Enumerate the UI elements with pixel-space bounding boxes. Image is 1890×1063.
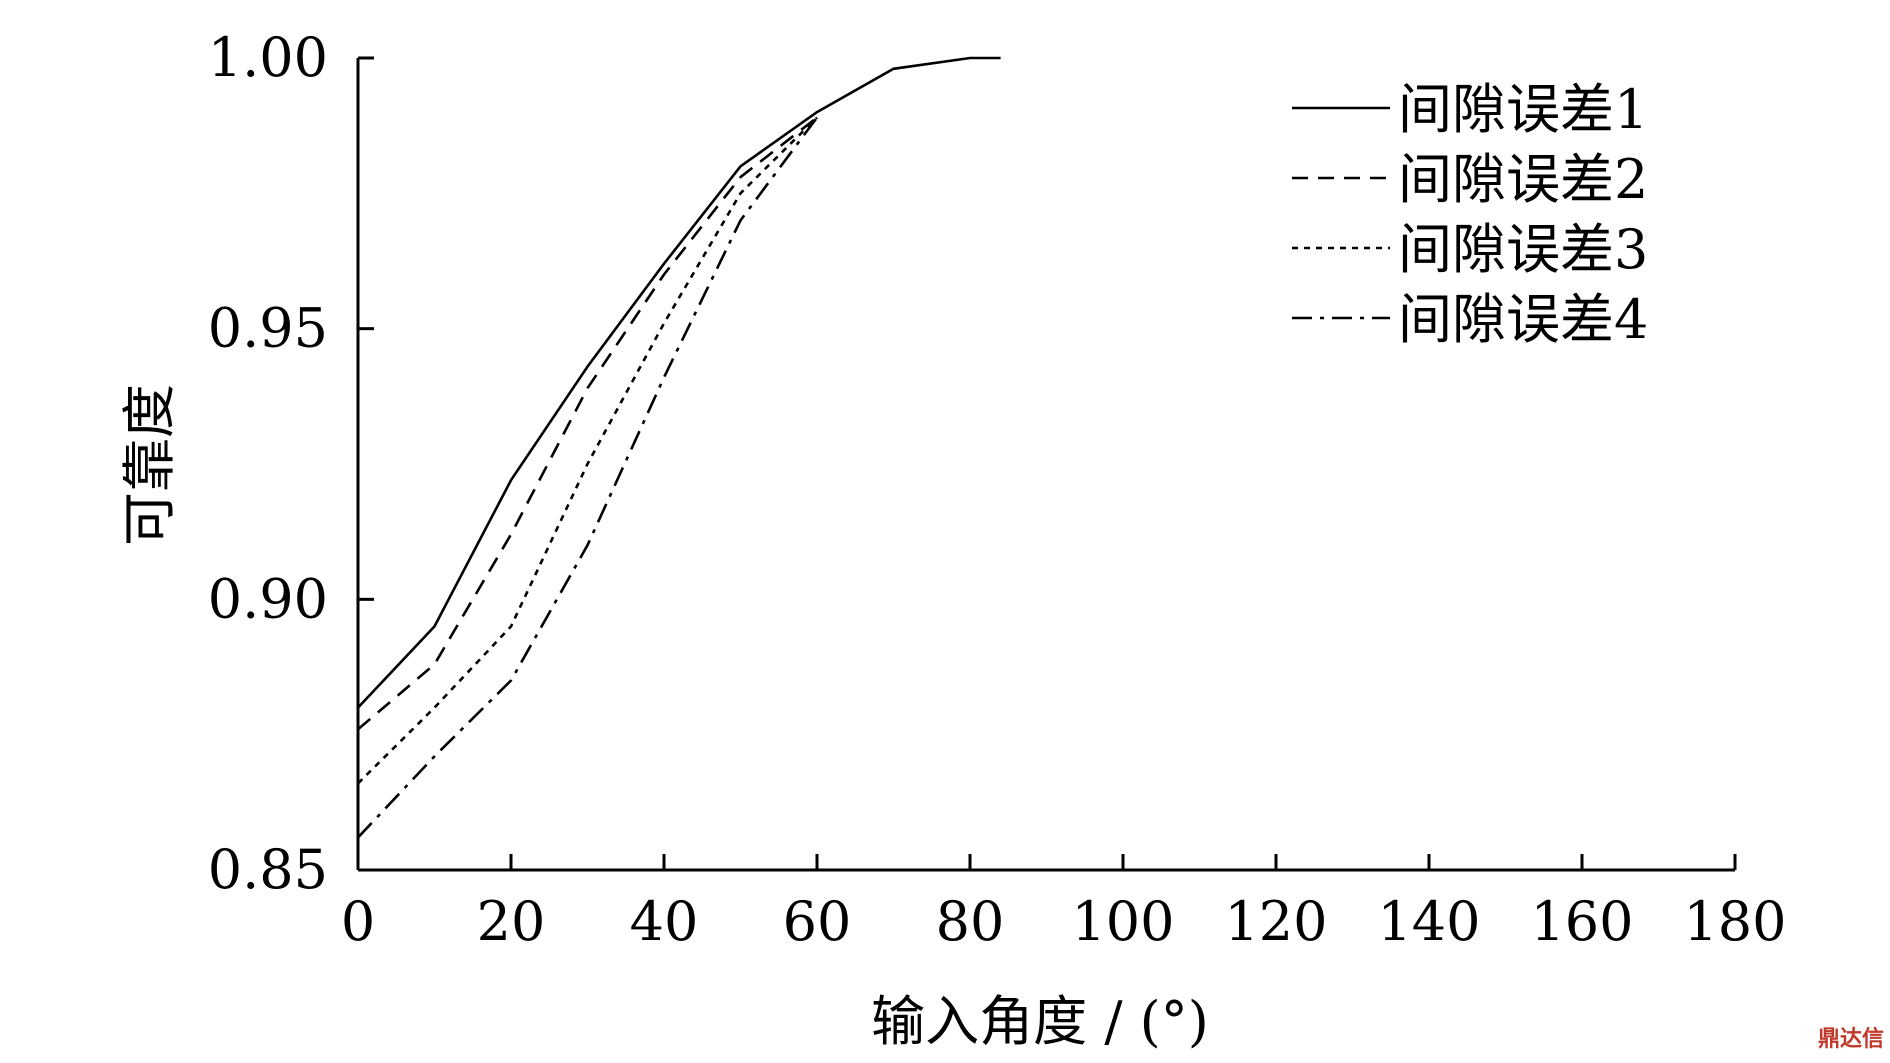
y-axis-title: 可靠度 — [118, 384, 181, 546]
y-ticks: 0.85 0.90 0.95 1.00 — [208, 26, 374, 901]
x-tick-label: 120 — [1224, 890, 1327, 953]
series-line-2 — [357, 116, 818, 731]
y-tick-label: 0.85 — [208, 838, 328, 901]
y-tick-label: 0.95 — [208, 297, 328, 360]
x-axis-title: 输入角度 / (°) — [871, 990, 1209, 1053]
x-tick-label: 80 — [936, 890, 1005, 953]
axes — [356, 58, 1735, 872]
x-tick-label: 160 — [1530, 890, 1633, 953]
x-tick-label: 40 — [630, 890, 699, 953]
legend-label-3: 间隙误差3 — [1398, 218, 1648, 281]
series-line-1 — [357, 56, 1001, 709]
legend: 间隙误差1 间隙误差2 间隙误差3 间隙误差4 — [1292, 78, 1648, 351]
watermark-logo: 鼎达信 — [1817, 1027, 1884, 1052]
legend-label-2: 间隙误差2 — [1398, 148, 1648, 211]
x-tick-label: 100 — [1071, 890, 1174, 953]
x-ticks: 0 20 40 60 80 100 120 140 160 180 — [341, 854, 1787, 953]
legend-label-1: 间隙误差1 — [1398, 78, 1648, 141]
x-tick-label: 0 — [341, 890, 375, 953]
series-line-4 — [357, 116, 819, 839]
y-tick-label: 1.00 — [208, 26, 328, 89]
x-tick-label: 20 — [477, 890, 546, 953]
series-line-3 — [357, 116, 818, 785]
x-tick-label: 140 — [1377, 890, 1480, 953]
series-group — [357, 56, 1001, 839]
legend-label-4: 间隙误差4 — [1398, 288, 1648, 351]
y-tick-label: 0.90 — [208, 567, 328, 630]
x-tick-label: 180 — [1683, 890, 1786, 953]
x-tick-label: 60 — [783, 890, 852, 953]
